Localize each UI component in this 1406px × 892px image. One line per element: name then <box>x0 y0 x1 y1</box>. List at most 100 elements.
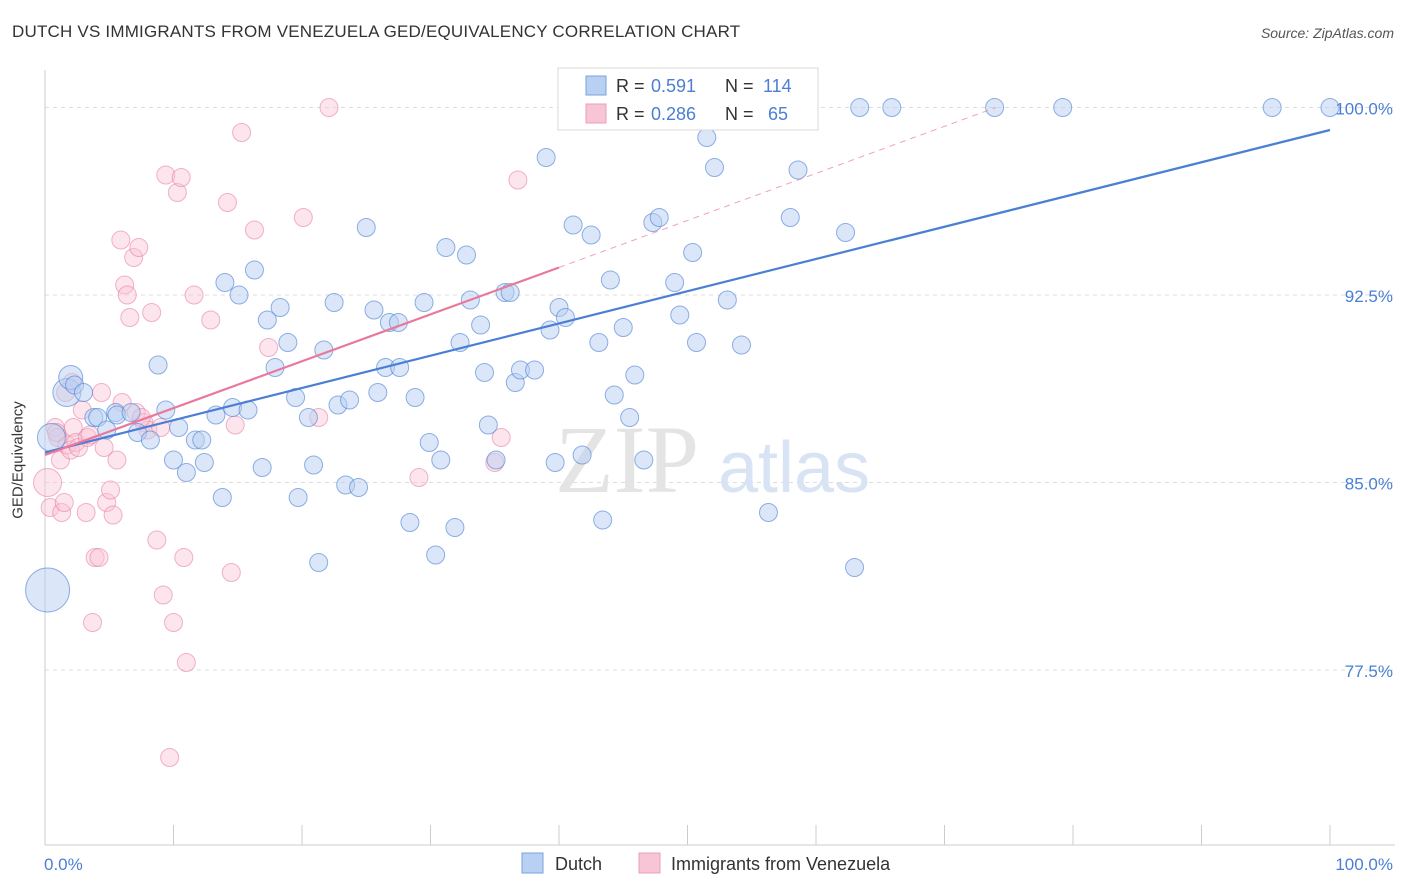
tick-labels: 77.5% 85.0% 92.5% 100.0% 0.0% 100.0% <box>44 100 1393 875</box>
dutch-point-108 <box>1320 98 1340 117</box>
axes <box>44 70 1395 846</box>
dutch-point-81 <box>593 510 613 530</box>
dutch-point-54 <box>414 293 434 312</box>
chart-title: DUTCH VS IMMIGRANTS FROM VENEZUELA GED/E… <box>12 22 741 41</box>
dutch-point-100 <box>788 160 808 180</box>
dutch-point-102 <box>845 558 865 577</box>
dutch-point-33 <box>278 333 298 352</box>
venezuela-point-38 <box>164 613 183 632</box>
dutch-point-90 <box>665 273 685 292</box>
venezuela-trend-line <box>44 266 560 457</box>
venezuela-point-17 <box>89 548 109 567</box>
dutch-point-66 <box>486 450 506 470</box>
dutch-point-107 <box>1262 98 1282 117</box>
y-tick-label-0: 77.5% <box>1345 662 1393 681</box>
dutch-point-93 <box>686 333 706 352</box>
dutch-point-63 <box>471 315 491 335</box>
watermark: ZIP atlas <box>555 406 870 513</box>
dutch-point-45 <box>356 218 376 237</box>
dutch-point-38 <box>309 553 329 572</box>
dutch-point-20 <box>192 430 212 450</box>
dutch-point-64 <box>474 363 494 382</box>
dutch-point-29 <box>252 458 272 477</box>
stats-r-value-venezuela: 0.286 <box>651 104 696 124</box>
watermark-atlas: atlas <box>718 428 870 508</box>
dutch-point-79 <box>581 225 601 245</box>
venezuela-point-33 <box>147 530 167 550</box>
venezuela-point-54 <box>409 468 429 487</box>
dutch-point-82 <box>600 270 620 290</box>
venezuela-point-41 <box>174 548 194 567</box>
venezuela-point-6 <box>54 493 74 512</box>
trend-lines <box>44 107 1331 457</box>
dutch-point-43 <box>340 390 360 410</box>
stats-r-label-dutch: R = <box>616 76 645 96</box>
venezuela-point-39 <box>167 183 187 202</box>
venezuela-point-18 <box>92 383 112 402</box>
stats-n-value-venezuela: 65 <box>768 104 788 124</box>
venezuela-point-22 <box>107 450 127 470</box>
dutch-point-97 <box>731 335 751 355</box>
dutch-point-104 <box>882 98 902 117</box>
dutch-point-13 <box>140 430 160 450</box>
gridlines <box>45 107 1395 671</box>
dutch-point-5 <box>74 383 94 402</box>
dutch-point-16 <box>164 450 183 470</box>
dutch-point-72 <box>536 148 556 167</box>
dutch-points <box>25 98 1340 613</box>
dutch-point-87 <box>634 450 654 470</box>
dutch-point-11 <box>121 403 141 422</box>
dutch-point-83 <box>604 385 624 405</box>
venezuela-point-25 <box>117 285 137 305</box>
dutch-point-37 <box>304 455 324 475</box>
venezuela-point-48 <box>232 123 252 142</box>
venezuela-point-1 <box>40 498 60 517</box>
y-tick-label-3: 100.0% <box>1335 100 1393 119</box>
venezuela-point-37 <box>160 748 180 767</box>
dutch-point-59 <box>445 518 465 537</box>
venezuela-point-27 <box>124 248 144 267</box>
dutch-point-94 <box>697 128 717 147</box>
venezuela-point-53 <box>319 98 339 117</box>
dutch-trend-line <box>44 128 1331 454</box>
dutch-point-46 <box>364 300 384 320</box>
dutch-point-101 <box>836 223 856 242</box>
dutch-point-98 <box>758 503 778 522</box>
x-tick-label-0: 0.0% <box>44 855 83 874</box>
stats-swatch-venezuela <box>585 103 607 124</box>
dutch-point-92 <box>683 243 703 262</box>
venezuela-point-35 <box>153 585 173 605</box>
dutch-point-99 <box>780 208 800 227</box>
dutch-point-95 <box>704 158 724 177</box>
venezuela-point-29 <box>129 238 149 257</box>
dutch-point-57 <box>431 450 451 470</box>
dutch-point-32 <box>270 298 290 317</box>
dutch-point-106 <box>1053 98 1073 117</box>
dutch-point-53 <box>405 388 425 407</box>
dutch-point-18 <box>176 463 196 482</box>
dutch-point-84 <box>613 318 633 337</box>
dutch-point-24 <box>215 273 235 292</box>
stats-n-label-venezuela: N = <box>725 104 754 124</box>
venezuela-point-49 <box>244 220 264 240</box>
venezuela-point-42 <box>176 653 196 672</box>
dutch-point-61 <box>456 245 476 265</box>
venezuela-point-20 <box>101 480 121 500</box>
venezuela-point-63 <box>94 438 114 457</box>
legend-label-dutch: Dutch <box>555 854 602 874</box>
legend-swatch-venezuela <box>638 852 661 874</box>
source-label: Source: ZipAtlas.com <box>1260 25 1394 41</box>
dutch-point-26 <box>229 285 249 305</box>
stats-r-label-venezuela: R = <box>616 104 645 124</box>
venezuela-point-50 <box>259 338 279 357</box>
venezuela-point-51 <box>293 208 313 227</box>
legend-label-venezuela: Immigrants from Venezuela <box>671 854 891 874</box>
dutch-point-65 <box>478 415 498 435</box>
dutch-point-36 <box>298 408 318 427</box>
legend-swatch-dutch <box>521 852 544 874</box>
y-tick-label-2: 92.5% <box>1345 287 1393 306</box>
dutch-point-0 <box>25 567 71 613</box>
dutch-point-91 <box>670 305 690 325</box>
dutch-point-52 <box>400 513 420 532</box>
venezuela-point-21 <box>103 505 123 525</box>
